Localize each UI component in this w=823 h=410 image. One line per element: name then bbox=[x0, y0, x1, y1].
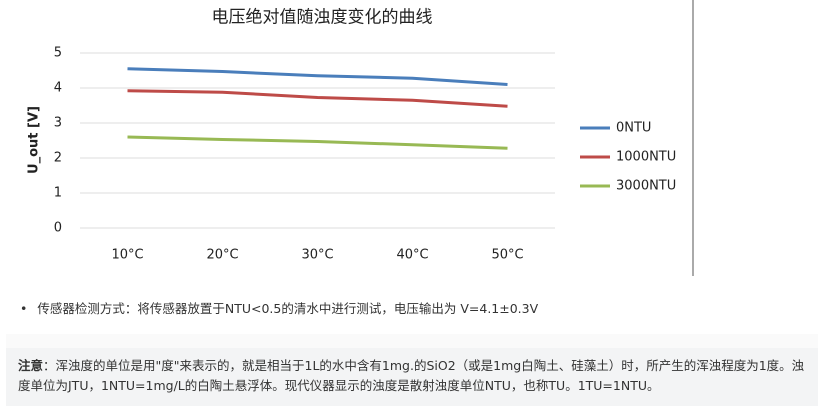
note-label: 注意 bbox=[18, 358, 44, 373]
y-tick-label: 0 bbox=[54, 221, 62, 236]
bullet: 传感器检测方式：将传感器放置于NTU<0.5的清水中进行测试，电压输出为 V=4… bbox=[20, 298, 538, 317]
x-tick-label: 10°C bbox=[111, 248, 143, 263]
series-line bbox=[127, 89, 508, 108]
y-tick-label: 4 bbox=[54, 81, 62, 96]
y-tick-label: 5 bbox=[54, 46, 62, 61]
y-axis-label: U_out [V] bbox=[27, 106, 42, 174]
chart-title: 电压绝对值随浊度变化的曲线 bbox=[212, 8, 433, 28]
x-tick-label: 20°C bbox=[206, 248, 238, 263]
note-text: ：浑浊度的单位是用"度"来表示的，就是相当于1L的水中含有1mg.的SiO2（或… bbox=[18, 358, 805, 393]
legend-label: 3000NTU bbox=[616, 179, 676, 194]
y-tick-label: 3 bbox=[54, 116, 62, 131]
x-tick-label: 50°C bbox=[491, 248, 523, 263]
series-line bbox=[127, 67, 508, 86]
y-tick-label: 2 bbox=[54, 151, 62, 166]
x-tick-label: 40°C bbox=[396, 248, 428, 263]
y-tick-label: 1 bbox=[54, 186, 62, 201]
x-tick-label: 30°C bbox=[301, 248, 333, 263]
note: 注意：浑浊度的单位是用"度"来表示的，就是相当于1L的水中含有1mg.的SiO2… bbox=[6, 334, 818, 406]
chart: 电压绝对值随浊度变化的曲线 U_out [V] 0 1 2 3 4 5 10°C 20°C 30… bbox=[27, 0, 694, 276]
legend-label: 0NTU bbox=[616, 121, 651, 136]
series-line bbox=[127, 135, 508, 150]
legend-label: 1000NTU bbox=[616, 150, 676, 165]
